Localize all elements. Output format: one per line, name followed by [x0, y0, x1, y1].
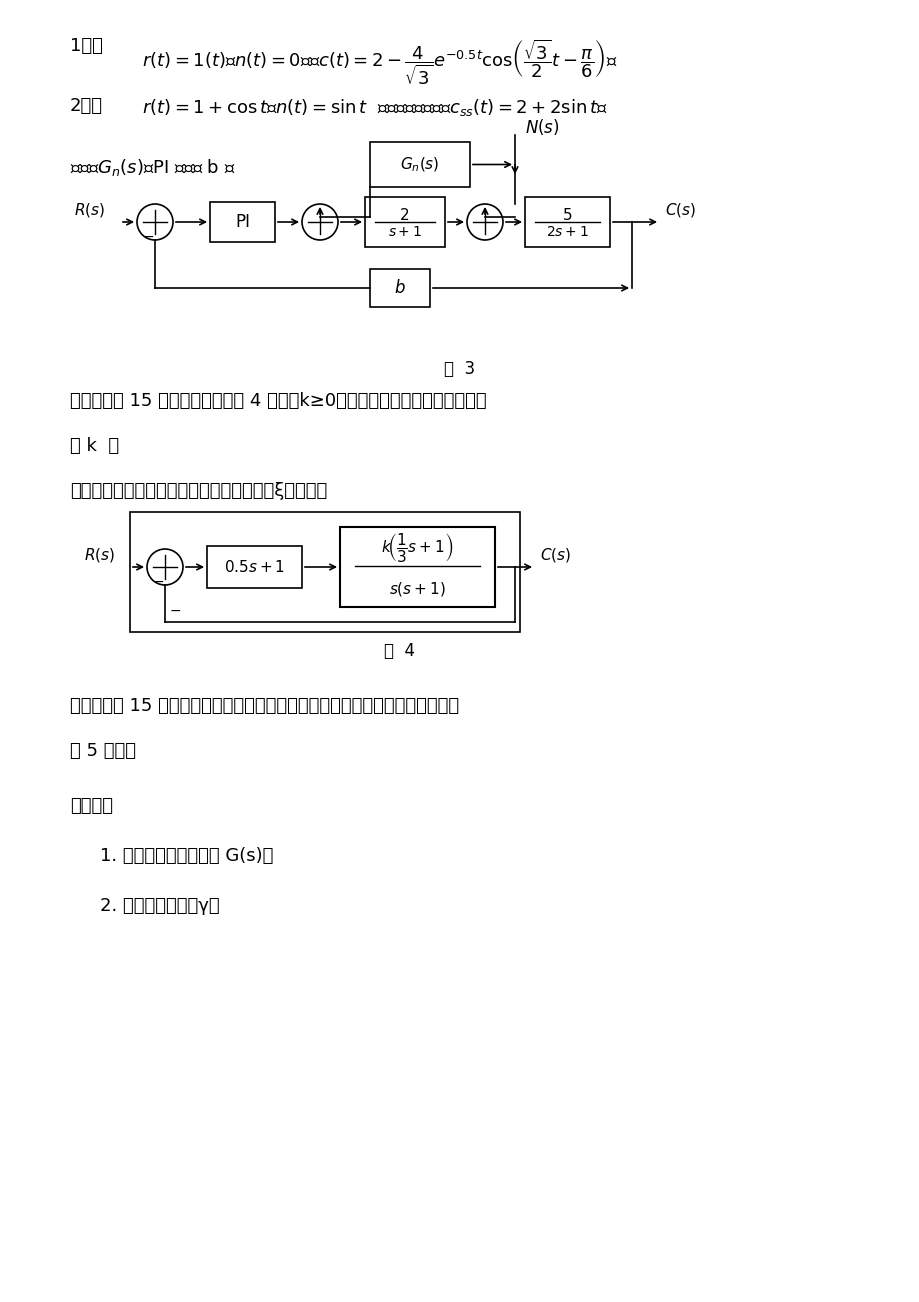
- Text: PI: PI: [234, 214, 250, 230]
- Text: 试分析：: 试分析：: [70, 797, 113, 815]
- Text: 1．当: 1．当: [70, 36, 103, 55]
- Text: 2．当: 2．当: [70, 98, 103, 115]
- Text: 系统阻尼特性的影响，并确定闭环系统阻尼ξ的范围。: 系统阻尼特性的影响，并确定闭环系统阻尼ξ的范围。: [70, 482, 327, 500]
- Text: $R(s)$: $R(s)$: [74, 201, 105, 219]
- Bar: [369, 142, 470, 187]
- Text: $b$: $b$: [393, 279, 405, 297]
- Text: $r(t)=1(t)$，$n(t)=0$时，$c(t)=2-\dfrac{4}{\sqrt{3}}e^{-0.5t}\cos\!\left(\dfrac{\sq: $r(t)=1(t)$，$n(t)=0$时，$c(t)=2-\dfrac{4}{…: [142, 36, 617, 87]
- Text: 五、（本题 15 分）已知某单位反馈最小相位系统开环对数频率特性渐近曲线如: 五、（本题 15 分）已知某单位反馈最小相位系统开环对数频率特性渐近曲线如: [70, 697, 459, 715]
- Text: 1. 求系统开环传递函数 G(s)；: 1. 求系统开环传递函数 G(s)；: [100, 848, 273, 865]
- Bar: [340, 527, 494, 607]
- Text: 图 5 所示，: 图 5 所示，: [70, 742, 136, 760]
- Bar: [365, 197, 445, 247]
- Text: −: −: [142, 230, 153, 243]
- Text: 图  3: 图 3: [444, 359, 475, 378]
- Text: 2: 2: [400, 207, 409, 223]
- Text: $G_n(s)$: $G_n(s)$: [400, 155, 439, 173]
- Text: $r(t)=1+\cos t$，$n(t)=\sin t$  时，系统稳态输出$c_{ss}(t)=2+2\sin t$；: $r(t)=1+\cos t$，$n(t)=\sin t$ 时，系统稳态输出$c…: [142, 98, 607, 118]
- Text: $2s+1$: $2s+1$: [546, 225, 588, 240]
- Text: 益 k  对: 益 k 对: [70, 437, 119, 454]
- Text: 四、（本题 15 分）控制系统如图 4 所示，k≥0。试画出系统的根轨迹，分析增: 四、（本题 15 分）控制系统如图 4 所示，k≥0。试画出系统的根轨迹，分析增: [70, 392, 486, 410]
- Text: $N(s)$: $N(s)$: [525, 117, 559, 137]
- Bar: [207, 546, 301, 589]
- Text: 图  4: 图 4: [384, 642, 415, 660]
- Text: 5: 5: [562, 207, 572, 223]
- Text: $k\!\left(\dfrac{1}{3}s+1\right)$: $k\!\left(\dfrac{1}{3}s+1\right)$: [380, 530, 453, 564]
- Text: $C(s)$: $C(s)$: [664, 201, 696, 219]
- Text: 试确定$G_n(s)$、PI 参数和 b 。: 试确定$G_n(s)$、PI 参数和 b 。: [70, 158, 235, 178]
- Text: $C(s)$: $C(s)$: [539, 546, 571, 564]
- Text: −: −: [170, 604, 181, 618]
- Bar: [210, 202, 275, 242]
- Bar: [369, 270, 429, 307]
- Text: $s(s+1)$: $s(s+1)$: [389, 579, 446, 598]
- Text: $0.5s+1$: $0.5s+1$: [223, 559, 285, 575]
- Text: $s+1$: $s+1$: [388, 225, 422, 240]
- Text: −: −: [152, 575, 164, 589]
- Bar: [130, 512, 519, 631]
- Text: 2. 求系统相角裕度γ；: 2. 求系统相角裕度γ；: [100, 897, 220, 915]
- Bar: [525, 197, 609, 247]
- Text: $R(s)$: $R(s)$: [84, 546, 115, 564]
